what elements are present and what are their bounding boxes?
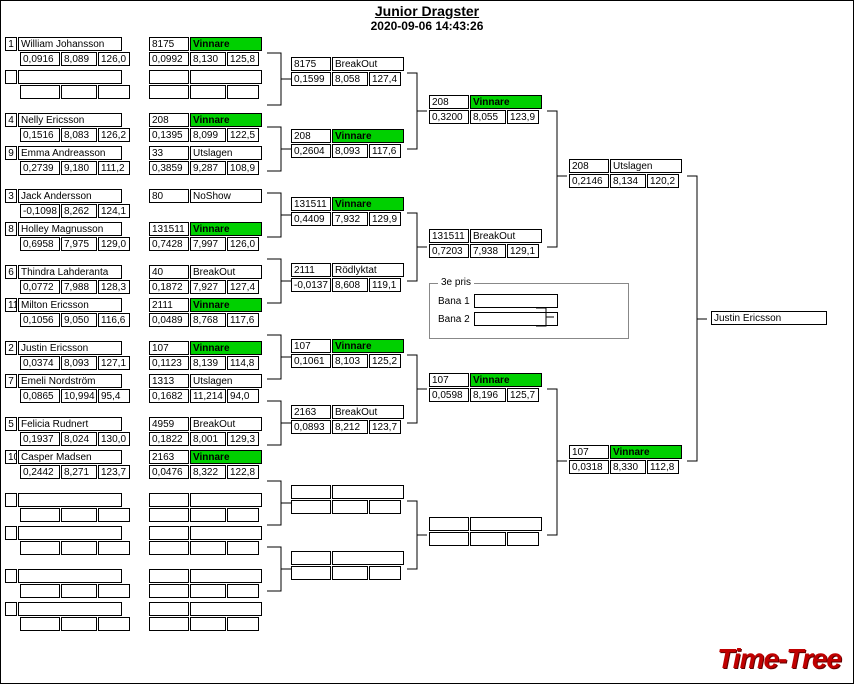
round1-entry: 2Justin Ericsson0,03748,093127,1 <box>5 341 130 370</box>
logo: Time-Tree <box>717 643 841 675</box>
round1-entry <box>5 526 130 555</box>
round1-entry: 7Emeli Nordström0,086510,99495,4 <box>5 374 130 403</box>
round2-entry: 2111Rödlyktat-0,01378,608119,1 <box>291 263 404 292</box>
round1-result <box>149 493 262 522</box>
round1-result: 131511Vinnare0,74287,997126,0 <box>149 222 262 251</box>
round1-result: 40BreakOut0,18727,927127,4 <box>149 265 262 294</box>
round2-entry <box>291 551 404 580</box>
lane1-label: Bana 1 <box>438 296 470 307</box>
round2-entry: 8175BreakOut0,15998,058127,4 <box>291 57 404 86</box>
winner-name: Justin Ericsson <box>711 311 827 325</box>
round1-entry <box>5 569 130 598</box>
round1-entry: 3Jack Andersson-0,10988,262124,1 <box>5 189 130 218</box>
round1-result <box>149 70 262 99</box>
lane2-label: Bana 2 <box>438 314 470 325</box>
round1-result <box>149 569 262 598</box>
page-title: Junior Dragster <box>1 3 853 19</box>
round1-entry: 5Felicia Rudnert0,19378,024130,0 <box>5 417 130 446</box>
round3-entry: 107Vinnare0,05988,196125,7 <box>429 373 542 402</box>
round2-entry: 131511Vinnare0,44097,932129,9 <box>291 197 404 226</box>
round1-entry: 1William Johansson0,09168,089126,0 <box>5 37 130 66</box>
round2-entry: 208Vinnare0,26048,093117,6 <box>291 129 404 158</box>
round2-entry: 2163BreakOut0,08938,212123,7 <box>291 405 404 434</box>
round1-result: 80NoShow <box>149 189 262 203</box>
third-prize-box: 3e pris Bana 1 Bana 2 <box>429 283 629 339</box>
round1-result: 107Vinnare0,11238,139114,8 <box>149 341 262 370</box>
third-prize-label: 3e pris <box>438 277 474 288</box>
round1-result <box>149 526 262 555</box>
round1-entry <box>5 493 130 522</box>
round1-entry: 10Casper Madsen0,24428,271123,7 <box>5 450 130 479</box>
round1-entry <box>5 70 130 99</box>
semifinal-entry: 107Vinnare0,03188,330112,8 <box>569 445 682 474</box>
round1-entry: 8Holley Magnusson0,69587,975129,0 <box>5 222 130 251</box>
round3-entry <box>429 517 542 546</box>
round1-entry: 9Emma Andreasson0,27399,180111,2 <box>5 146 130 175</box>
round1-result: 33Utslagen0,38599,287108,9 <box>149 146 262 175</box>
round1-result: 2163Vinnare0,04768,322122,8 <box>149 450 262 479</box>
round1-result: 1313Utslagen0,168211,21494,0 <box>149 374 262 403</box>
round1-result: 208Vinnare0,13958,099122,5 <box>149 113 262 142</box>
round1-entry: 6Thindra Lahderanta0,07727,988128,3 <box>5 265 130 294</box>
round3-entry: 131511BreakOut0,72037,938129,1 <box>429 229 542 258</box>
round2-entry: 107Vinnare0,10618,103125,2 <box>291 339 404 368</box>
round1-result: 2111Vinnare0,04898,768117,6 <box>149 298 262 327</box>
round1-entry <box>5 602 130 631</box>
round3-entry: 208Vinnare0,32008,055123,9 <box>429 95 542 124</box>
round1-entry: 11Milton Ericsson0,10569,050116,6 <box>5 298 130 327</box>
semifinal-entry: 208Utslagen0,21468,134120,2 <box>569 159 682 188</box>
bracket-page: Junior Dragster 2020-09-06 14:43:26 1Wil… <box>0 0 854 684</box>
page-datetime: 2020-09-06 14:43:26 <box>1 19 853 33</box>
round1-entry: 4Nelly Ericsson0,15168,083126,2 <box>5 113 130 142</box>
round2-entry <box>291 485 404 514</box>
round1-result: 8175Vinnare0,09928,130125,8 <box>149 37 262 66</box>
round1-result: 4959BreakOut0,18228,001129,3 <box>149 417 262 446</box>
round1-result <box>149 602 262 631</box>
